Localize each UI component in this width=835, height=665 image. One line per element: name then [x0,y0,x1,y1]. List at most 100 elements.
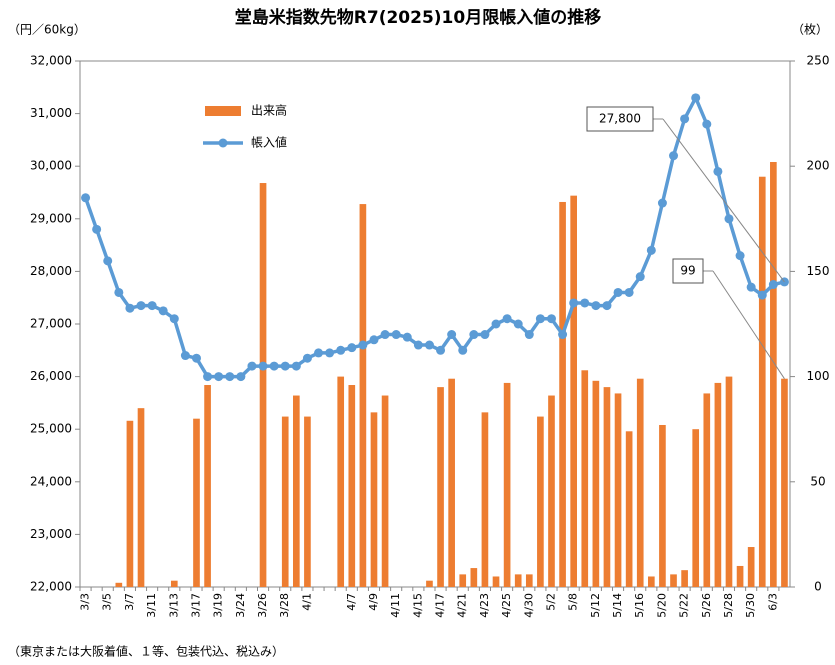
y-tick-label: 22,000 [30,580,72,594]
chart-title: 堂島米指数先物R7(2025)10月限帳入値の推移 [235,7,601,28]
line-marker [680,114,690,124]
bar [625,431,633,587]
x-tick-label: 5/8 [567,593,580,611]
bar [681,570,688,587]
bar [614,393,622,587]
bar [670,574,677,587]
x-tick-label: 3/26 [256,593,269,618]
bar [304,416,311,587]
bar [703,393,711,587]
y-tick-label: 26,000 [30,369,72,383]
x-tick-label: 4/9 [367,593,380,611]
y2-axis-label: （枚） [792,22,828,37]
line-marker [768,280,778,290]
line-marker [491,319,501,329]
bar [126,420,134,587]
line-marker [569,298,579,308]
x-tick-label: 5/30 [744,593,757,618]
bar [170,580,178,587]
bar [714,382,722,587]
line-marker [302,353,312,363]
x-tick-label: 5/22 [678,593,691,618]
line-marker [269,361,279,371]
bar [770,161,777,587]
bar [259,183,267,588]
line [83,96,785,379]
bar [503,382,511,587]
bar [492,576,500,587]
line-marker [358,340,368,350]
line-marker [380,330,390,340]
line-marker [691,93,701,103]
line-marker [413,340,423,350]
annotation-box [672,258,704,284]
line-marker [214,372,224,382]
bar [648,576,655,587]
line-marker [558,330,568,340]
x-tick-label: 5/16 [633,593,646,618]
line-marker [535,314,545,324]
bar [481,412,489,587]
annotation-box [586,106,654,132]
x-tick-label: 4/23 [478,593,491,618]
line-marker [180,351,190,361]
x-tick-label: 5/2 [544,593,557,611]
bar [381,395,389,587]
y2-tick-label: 200 [807,159,830,173]
y-tick-label: 31,000 [30,106,72,120]
x-tick-label: 3/24 [234,593,247,618]
line-marker [280,361,290,371]
x-tick-label: 4/17 [434,593,447,618]
line-marker [624,287,634,297]
bar [636,378,644,587]
line-marker [402,332,412,342]
line-marker [469,330,479,340]
x-tick-label: 5/14 [611,593,624,618]
line-marker [702,119,712,129]
line-marker [236,372,246,382]
line-marker [447,330,457,340]
x-tick-label: 5/20 [655,593,668,618]
line-marker [546,314,556,324]
line-marker [524,330,534,340]
x-tick-label: 4/1 [300,593,313,611]
line-marker [657,198,667,208]
bar [570,195,577,587]
line-marker [513,319,523,329]
line-marker [458,345,468,355]
line-marker [169,314,179,324]
x-tick-label: 5/28 [722,593,735,618]
bar [359,204,367,587]
y-tick-label: 23,000 [30,527,72,541]
bar [725,376,733,587]
y2-tick-label: 0 [814,580,822,594]
bar [437,387,444,587]
x-tick-label: 3/11 [145,593,158,618]
bar [747,547,755,587]
bar [281,416,289,587]
bar [736,565,744,587]
y-tick-label: 29,000 [30,211,72,225]
x-tick-label: 3/7 [123,593,136,611]
bar [525,574,533,587]
bar [592,380,600,587]
line-marker [669,151,679,161]
line-marker [203,372,213,382]
line-marker [391,330,401,340]
line-marker [602,301,612,311]
bar [603,387,611,587]
x-tick-label: 3/5 [101,593,114,611]
legend-swatch [218,138,228,148]
line-marker [81,193,91,203]
line-marker [325,348,335,358]
legend-swatch [205,106,241,116]
line-marker [480,330,490,340]
x-tick-label: 4/15 [411,593,424,618]
bar [137,408,145,587]
bar [537,416,544,587]
line-marker [724,214,734,224]
line-marker [125,303,135,313]
x-tick-label: 6/3 [766,593,779,611]
line-marker [103,256,113,266]
